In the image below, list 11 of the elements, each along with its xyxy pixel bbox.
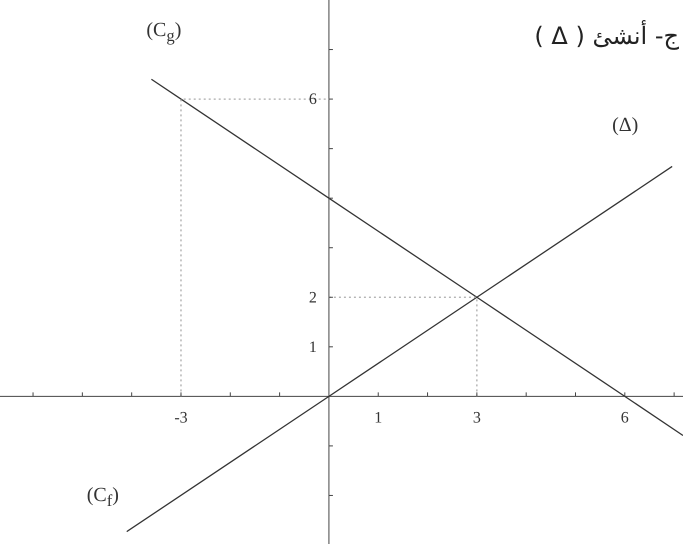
x-tick-label: 1 [374, 409, 382, 426]
x-tick-label: -3 [174, 409, 188, 426]
y-tick-label: 6 [308, 91, 317, 108]
x-tick-label: 6 [620, 409, 629, 426]
text: ج- أنشئ ( Δ ) [534, 22, 679, 50]
y-tick-label: 1 [308, 338, 317, 356]
text: (Δ) [612, 114, 638, 138]
series-label: (C$_{g}$) [146, 19, 182, 46]
y-tick-label: 2 [308, 289, 317, 306]
x-tick-label: 3 [472, 409, 481, 426]
annotation: (C$_{f}$) [86, 484, 119, 511]
